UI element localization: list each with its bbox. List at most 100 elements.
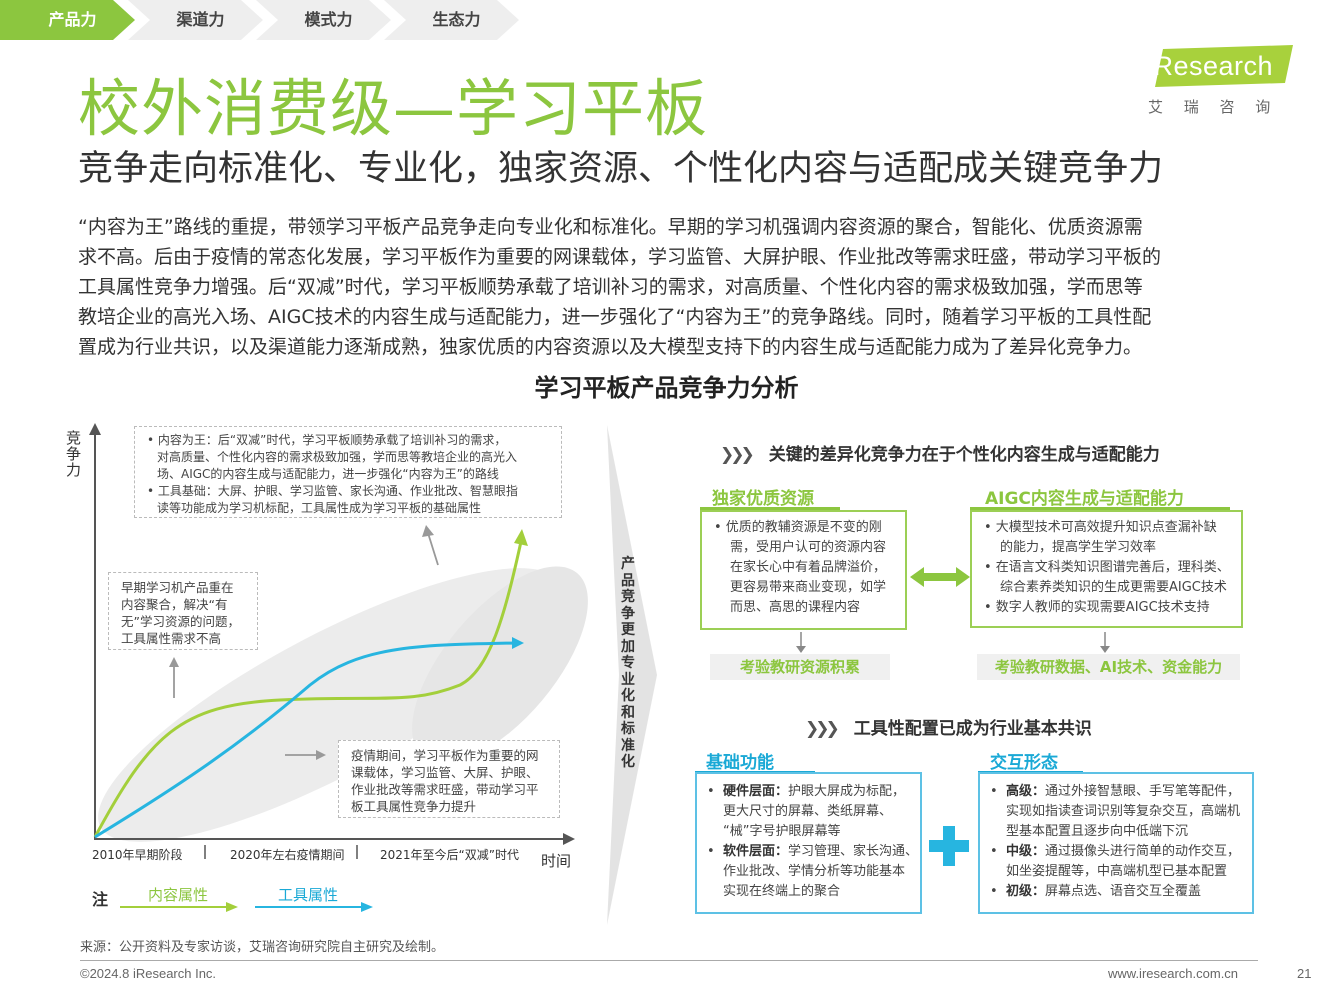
chart-title: 学习平板产品竞争力分析 [534, 374, 799, 402]
section-heading-differentiation: ❯❯❯ 关键的差异化竞争力在于个性化内容生成与适配能力 [720, 440, 1160, 465]
box-line: • 硬件层面：护眼大屏成为标配， [707, 784, 905, 799]
plus-icon [929, 826, 969, 866]
box-line: • 中级：通过摄像头进行简单的动作交互， [990, 844, 1240, 859]
copyright: ©2024.8 iResearch Inc. [80, 966, 217, 981]
note-early-stage: 早期学习机产品重在 内容聚合，解决“有 无”学习资源的问题， 工具属性需求不高 [108, 572, 258, 650]
box-title-exclusive-resources: 独家优质资源 [712, 489, 814, 509]
note-line: 对高质量、个性化内容的需求极致加强，学而思等教培企业的高光入 [157, 450, 518, 464]
arrow-char: 专 [621, 655, 635, 671]
arrow-char: 竞 [621, 589, 635, 605]
y-axis-label: 竞 争 力 [66, 430, 82, 478]
legend-note-label: 注 [92, 890, 109, 909]
arrow-char: 争 [621, 605, 635, 622]
tool-curve-arrowhead [512, 637, 524, 649]
exclusive-resources-box: • 优质的教辅资源是不变的刚 需，受用户认可的资源内容 在家长心中有着品牌溢价，… [700, 510, 907, 630]
paragraph-line: 工具属性竞争力增强。后“双减”时代，学习平板顺势承载了培训补习的需求，对高质量、… [78, 276, 1143, 298]
y-axis-arrow [89, 423, 101, 435]
box-title-underline [970, 507, 1230, 510]
arrow-char: 化 [621, 754, 635, 770]
pointer-arrowhead [169, 657, 179, 667]
triple-chevron-icon: ❯❯❯ [805, 719, 840, 739]
triple-chevron-icon: ❯❯❯ [720, 445, 755, 465]
box-line: 实现如指读查词识别等复杂交互，高端机 [1006, 804, 1241, 819]
logo-text: iResearch [1147, 51, 1274, 81]
box-title-interaction: 交互形态 [990, 753, 1058, 773]
box-line: 需，受用户认可的资源内容 [730, 540, 887, 555]
box-line: • 优质的教辅资源是不变的刚 [714, 520, 882, 535]
logo-cn: 艾 瑞 咨 询 [1148, 98, 1279, 116]
legend-tool-line [255, 902, 373, 912]
note-line: 早期学习机产品重在 [121, 580, 234, 595]
website-link[interactable]: www.iresearch.com.cn [1108, 966, 1239, 981]
box-line: “械”字号护眼屏幕等 [723, 824, 841, 839]
bg-ellipse [412, 566, 588, 764]
content-attribute-curve [93, 536, 524, 838]
note-line: 作业批改等需求旺盛，带动学习平 [351, 782, 539, 797]
box-line: 更容易带来商业变现，如学 [730, 580, 887, 595]
note-line: 内容聚合，解决“有 [121, 597, 228, 612]
box-line: • 高级：通过外接智慧眼、手写笔等配件， [990, 784, 1240, 799]
legend-tool-label: 工具属性 [278, 886, 339, 904]
arrow-char: 加 [621, 638, 635, 655]
box-line: 更大尺寸的屏幕、类纸屏幕、 [723, 804, 893, 819]
note-pandemic: 疫情期间，学习平板作为重要的网 课载体，学习监管、大屏、护眼、 作业批改等需求旺… [338, 740, 560, 818]
arrow-char: 产 [621, 556, 635, 572]
box-line: • 大模型技术可高效提升知识点查漏补缺 [984, 520, 1217, 535]
tab-channel[interactable]: 渠道力 [128, 0, 263, 40]
note-line: • 工具基础：大屏、护眼、学习监管、家长沟通、作业批改、智慧眼指 [147, 484, 518, 498]
intro-paragraph: “内容为王”路线的重提，带领学习平板产品竞争走向专业化和标准化。早期的学习机强调… [78, 212, 1263, 362]
bg-ellipse [98, 568, 562, 842]
box-line: 型基本配置且逐步向中低端下沉 [1006, 824, 1189, 839]
arrow-char: 标 [621, 721, 635, 737]
paragraph-line: “内容为王”路线的重提，带领学习平板产品竞争走向专业化和标准化。早期的学习机强调… [78, 216, 1143, 238]
box-line: • 软件层面：学习管理、家长沟通、 [707, 844, 918, 859]
box-line: 如坐姿提醒等，中高端机型已基本配置 [1006, 864, 1228, 879]
note-line: 工具属性需求不高 [121, 631, 222, 646]
box-line: 在家长心中有着品牌溢价， [730, 560, 887, 575]
pointer-arrow [427, 532, 439, 566]
footer-divider [80, 960, 1258, 961]
page-title: 校外消费级—学习平板 [78, 72, 709, 145]
period-label: 2021年至今后“双减”时代 [380, 848, 519, 862]
competitiveness-curve-chart [89, 423, 588, 859]
box-line: 的能力，提高学生学习效率 [1000, 540, 1157, 555]
arrow-char: 业 [621, 671, 635, 688]
note-line: • 内容为王：后“双减”时代，学习平板顺势承载了培训补习的需求， [147, 433, 507, 447]
aigc-capability-box: • 大模型技术可高效提升知识点查漏补缺 的能力，提高学生学习效率 • 在语言文科… [970, 510, 1243, 628]
tab-ecology[interactable]: 生态力 [384, 0, 519, 40]
note-line: 场、AIGC的内容生成与适配能力，进一步强化“内容为王”的路线 [157, 467, 499, 481]
page-number: 21 [1297, 966, 1312, 981]
iresearch-logo: iResearch [1145, 45, 1295, 87]
paragraph-line: 教培企业的高光入场、AIGC技术的内容生成与适配能力，进一步强化了“内容为王”的… [78, 306, 1152, 328]
y-label-char: 力 [66, 461, 82, 479]
legend-content-label: 内容属性 [148, 886, 209, 904]
page-subtitle: 竞争走向标准化、专业化，独家资源、个性化内容与适配成关键竞争力 [78, 149, 1164, 189]
tab-product[interactable]: 产品力 [0, 0, 135, 40]
period-label: 2010年早期阶段 [92, 848, 183, 862]
tool-attribute-curve [94, 641, 516, 839]
big-chevron-arrow [607, 425, 657, 925]
pointer-arrowhead [316, 750, 326, 760]
interaction-form-box: • 高级：通过外接智慧眼、手写笔等配件， 实现如指读查词识别等复杂交互，高端机 … [978, 772, 1254, 914]
down-arrow-icon [1100, 632, 1110, 653]
arrow-vertical-text: 产 品 竞 争 更 加 专 业 化 和 标 准 化 [620, 556, 636, 771]
box-title-underline [700, 507, 840, 510]
x-axis-arrow [563, 833, 575, 845]
note-double-reduction: • 内容为王：后“双减”时代，学习平板顺势承载了培训补习的需求， 对高质量、个性… [134, 426, 562, 518]
double-arrow-icon [910, 567, 970, 587]
note-line: 疫情期间，学习平板作为重要的网 [351, 748, 539, 763]
section-heading-text: 工具性配置已成为行业基本共识 [853, 719, 1092, 739]
box-line: • 数字人教师的实现需要AIGC技术支持 [984, 600, 1210, 615]
pill-research-resources: 考验教研资源积累 [710, 654, 890, 680]
tab-model[interactable]: 模式力 [256, 0, 391, 40]
arrow-char: 更 [621, 622, 635, 638]
box-title-basic-functions: 基础功能 [706, 753, 774, 773]
pill-data-ai-capital: 考验教研数据、AI技术、资金能力 [977, 654, 1240, 680]
y-label-char: 竞 [66, 429, 82, 447]
box-line: 而思、高思的课程内容 [730, 600, 861, 615]
x-axis-label: 时间 [541, 852, 572, 870]
section-heading-text: 关键的差异化竞争力在于个性化内容生成与适配能力 [768, 445, 1160, 465]
paragraph-line: 置成为行业共识，以及渠道能力逐渐成熟，独家优质的内容资源以及大模型支持下的内容生… [78, 336, 1143, 358]
note-line: 读等功能成为学习机标配，工具属性成为学习平板的基础属性 [157, 501, 482, 515]
box-line: • 在语言文科类知识图谱完善后，理科类、 [984, 560, 1230, 575]
